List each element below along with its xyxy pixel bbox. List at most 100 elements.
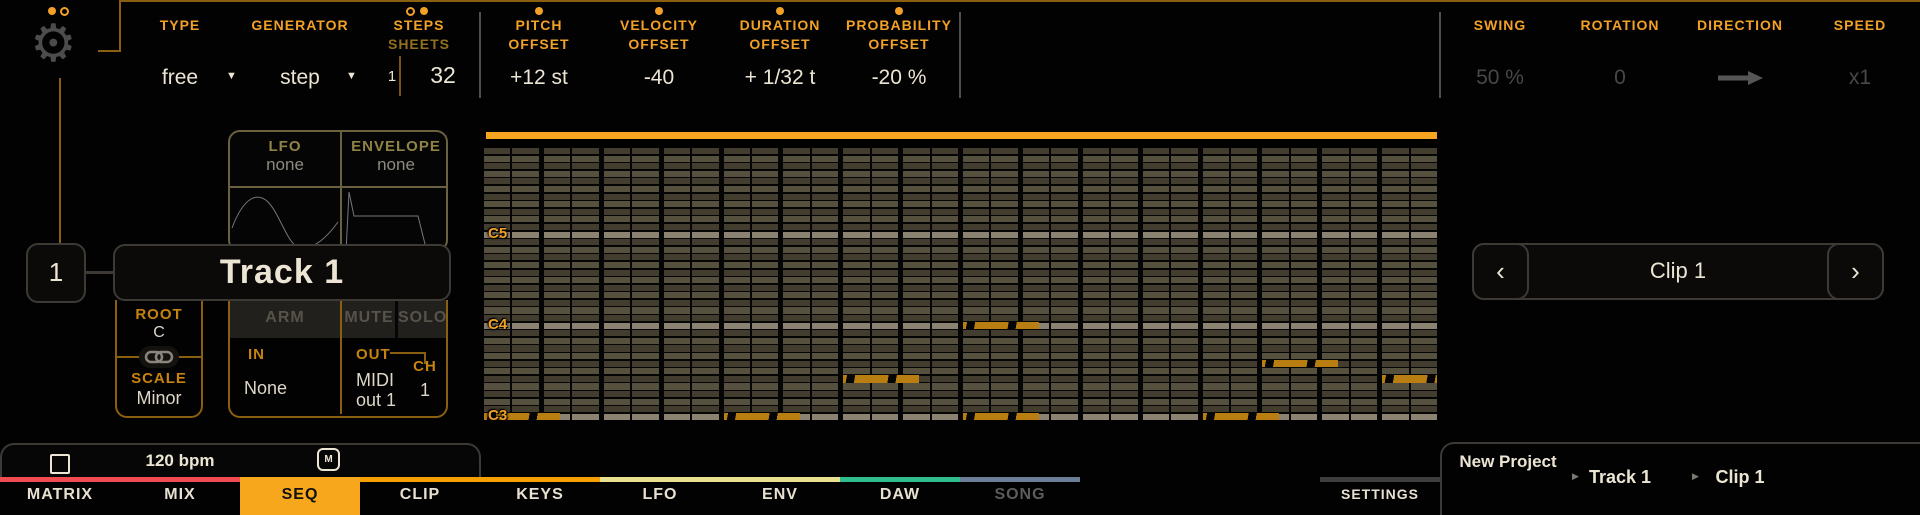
step-cell[interactable] [1171, 223, 1198, 231]
step-cell[interactable] [843, 185, 870, 193]
step-cell[interactable] [1051, 299, 1078, 306]
step-cell[interactable] [572, 170, 599, 177]
step-cell[interactable] [723, 391, 750, 398]
step-cell[interactable] [843, 292, 870, 299]
breadcrumb-track[interactable]: Track 1 [1588, 467, 1652, 487]
step-cell[interactable] [723, 185, 750, 193]
step-cell[interactable] [1171, 178, 1198, 185]
step-cell[interactable] [1022, 383, 1050, 390]
step-cell[interactable] [632, 322, 659, 329]
step-cell[interactable] [1051, 322, 1078, 329]
step-cell[interactable] [603, 375, 631, 382]
step-cell[interactable] [1410, 201, 1437, 208]
step-cell[interactable] [903, 277, 930, 284]
step-cell[interactable] [1111, 284, 1138, 291]
step-cell[interactable] [1262, 261, 1289, 268]
step-cell[interactable] [783, 254, 810, 261]
step-cell[interactable] [543, 299, 571, 306]
step-cell[interactable] [1350, 292, 1378, 299]
step-cell[interactable] [1142, 170, 1170, 177]
step-cell[interactable] [1262, 193, 1289, 200]
step-cell[interactable] [843, 246, 870, 253]
step-cell[interactable] [1230, 163, 1258, 170]
step-cell[interactable] [603, 193, 631, 200]
step-cell[interactable] [1202, 353, 1229, 360]
step-cell[interactable] [963, 223, 990, 231]
step-cell[interactable] [991, 315, 1018, 322]
step-cell[interactable] [1051, 246, 1078, 253]
step-cell[interactable] [543, 360, 571, 367]
step-cell[interactable] [723, 284, 750, 291]
step-cell[interactable] [723, 307, 750, 314]
step-cell[interactable] [963, 345, 990, 352]
step-cell[interactable] [723, 406, 750, 413]
step-cell[interactable] [723, 353, 750, 360]
step-cell[interactable] [1382, 292, 1409, 299]
step-cell[interactable] [1230, 269, 1258, 276]
step-cell[interactable] [931, 208, 958, 215]
clip-next-button[interactable]: › [1827, 243, 1884, 300]
step-cell[interactable] [751, 269, 779, 276]
step-cell[interactable] [751, 163, 779, 170]
step-cell[interactable] [811, 375, 839, 382]
step-cell[interactable] [1171, 148, 1198, 155]
step-cell[interactable] [1051, 375, 1078, 382]
step-cell[interactable] [871, 360, 899, 367]
step-cell[interactable] [692, 337, 719, 344]
step-cell[interactable] [1410, 406, 1437, 413]
step-cell[interactable] [1022, 406, 1050, 413]
step-cell[interactable] [1051, 148, 1078, 155]
step-cell[interactable] [603, 307, 631, 314]
step-cell[interactable] [903, 322, 930, 329]
step-cell[interactable] [931, 223, 958, 231]
step-cell[interactable] [1290, 315, 1318, 322]
step-cell[interactable] [692, 368, 719, 375]
step-cell[interactable] [603, 269, 631, 276]
step-cell[interactable] [1142, 307, 1170, 314]
step-cell[interactable] [991, 208, 1018, 215]
step-cell[interactable] [1171, 216, 1198, 223]
step-cell[interactable] [1350, 269, 1378, 276]
step-cell[interactable] [1230, 406, 1258, 413]
step-cell[interactable] [484, 315, 511, 322]
step-cell[interactable] [1111, 375, 1138, 382]
step-cell[interactable] [692, 353, 719, 360]
step-cell[interactable] [484, 201, 511, 208]
step-cell[interactable] [811, 239, 839, 246]
step-cell[interactable] [783, 163, 810, 170]
step-cell[interactable] [1322, 406, 1349, 413]
step-cell[interactable] [751, 345, 779, 352]
step-cell[interactable] [1322, 398, 1349, 405]
rotation-value[interactable]: 0 [1614, 66, 1626, 89]
step-cell[interactable] [663, 383, 691, 390]
step-cell[interactable] [991, 353, 1018, 360]
step-cell[interactable] [1350, 315, 1378, 322]
step-cell[interactable] [572, 269, 599, 276]
step-cell[interactable] [1290, 406, 1318, 413]
step-cell[interactable] [811, 406, 839, 413]
step-cell[interactable] [1350, 185, 1378, 193]
step-cell[interactable] [632, 148, 659, 155]
step-cell[interactable] [931, 398, 958, 405]
step-cell[interactable] [1262, 353, 1289, 360]
step-cell[interactable] [751, 337, 779, 344]
step-cell[interactable] [512, 277, 539, 284]
step-cell[interactable] [663, 277, 691, 284]
step-cell[interactable] [484, 185, 511, 193]
step-cell[interactable] [991, 330, 1018, 337]
step-cell[interactable] [871, 292, 899, 299]
step-cell[interactable] [1022, 269, 1050, 276]
step-cell[interactable] [1051, 406, 1078, 413]
step-cell[interactable] [723, 368, 750, 375]
step-cell[interactable] [1082, 413, 1110, 420]
step-cell[interactable] [991, 170, 1018, 177]
step-cell[interactable] [871, 239, 899, 246]
step-cell[interactable] [1111, 345, 1138, 352]
note-F3[interactable] [1382, 375, 1437, 383]
step-cell[interactable] [1022, 239, 1050, 246]
step-cell[interactable] [692, 148, 719, 155]
step-cell[interactable] [663, 368, 691, 375]
step-cell[interactable] [1111, 413, 1138, 420]
step-cell[interactable] [991, 261, 1018, 268]
step-cell[interactable] [811, 299, 839, 306]
